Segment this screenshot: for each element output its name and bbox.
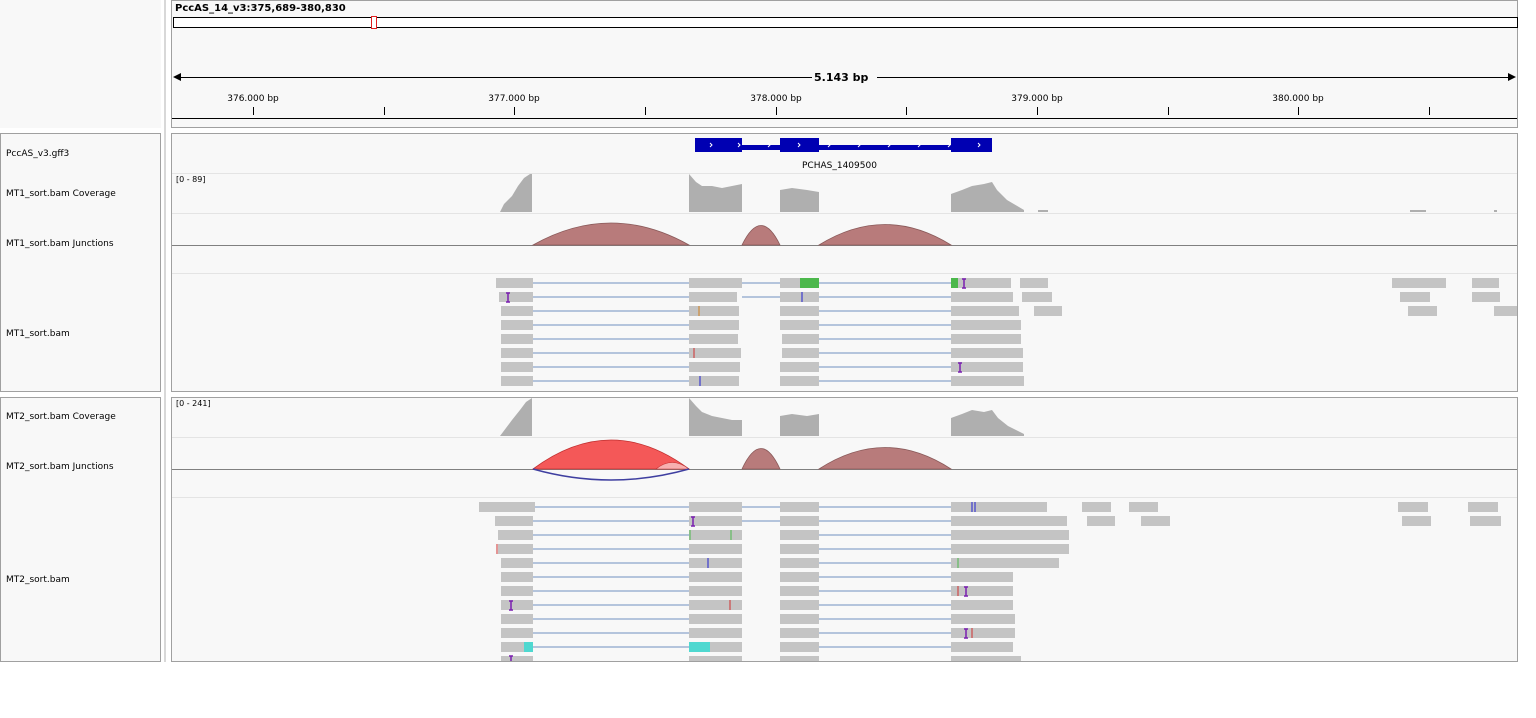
tick-label-377000: 377.000 bp: [488, 94, 540, 104]
junctions-mt2: [531, 439, 953, 481]
reads-mt1: [496, 278, 1517, 386]
data-panel-1[interactable]: PCHAS_1409500 [0 - 89]: [171, 133, 1518, 392]
locus-label: PccAS_14_v3:375,689-380,830: [175, 3, 346, 14]
ruler-baseline: [172, 118, 1517, 119]
current-region-marker[interactable]: [371, 16, 377, 29]
ruler-tick: [645, 107, 646, 115]
track-name-panel-2: MT2_sort.bam Coverage MT2_sort.bam Junct…: [0, 397, 161, 662]
junctions-mt1: [531, 222, 953, 246]
ruler-tick: [906, 107, 907, 115]
track-name-mt2-bam[interactable]: MT2_sort.bam: [6, 575, 70, 585]
panel-1-graphics: [172, 138, 1517, 386]
ruler-tick: [1429, 107, 1430, 115]
coverage-mt2: [500, 398, 1024, 436]
tick-label-380000: 380.000 bp: [1272, 94, 1324, 104]
tick-label-376000: 376.000 bp: [227, 94, 279, 104]
span-line-left: [176, 77, 812, 78]
track-name-mt2-junctions[interactable]: MT2_sort.bam Junctions: [6, 462, 114, 472]
ruler-tick: [514, 107, 515, 115]
reads-mt2: [479, 502, 1501, 661]
left-header-panel: [0, 0, 161, 128]
header-divider: [164, 0, 166, 662]
ruler-panel: PccAS_14_v3:375,689-380,830 5.143 bp 376…: [171, 0, 1518, 128]
data-panel-2[interactable]: [0 - 241]: [171, 397, 1518, 662]
track-name-mt2-coverage[interactable]: MT2_sort.bam Coverage: [6, 412, 116, 422]
coverage-range-mt2: [0 - 241]: [176, 399, 211, 408]
ruler-tick: [1037, 107, 1038, 115]
ruler-tick: [253, 107, 254, 115]
span-arrow-right-icon: [1508, 73, 1516, 81]
gene-feature-pchas-1409500[interactable]: [695, 138, 992, 152]
span-label: 5.143 bp: [814, 71, 869, 84]
track-name-mt1-bam[interactable]: MT1_sort.bam: [6, 329, 70, 339]
ruler-tick: [1168, 107, 1169, 115]
ruler-tick: [776, 107, 777, 115]
tick-label-379000: 379.000 bp: [1011, 94, 1063, 104]
span-line-right: [877, 77, 1513, 78]
track-name-mt1-junctions[interactable]: MT1_sort.bam Junctions: [6, 239, 114, 249]
track-name-panel-1: PccAS_v3.gff3 MT1_sort.bam Coverage MT1_…: [0, 133, 161, 392]
track-name-mt1-coverage[interactable]: MT1_sort.bam Coverage: [6, 189, 116, 199]
chromosome-ideogram[interactable]: [173, 17, 1518, 28]
span-arrow-left-icon: [173, 73, 181, 81]
tick-label-378000: 378.000 bp: [750, 94, 802, 104]
panel-2-graphics: [172, 398, 1517, 661]
gene-name-label: PCHAS_1409500: [802, 161, 877, 171]
ruler-tick: [1298, 107, 1299, 115]
track-name-gff[interactable]: PccAS_v3.gff3: [6, 149, 70, 159]
coverage-range-mt1: [0 - 89]: [176, 175, 206, 184]
ruler-tick: [384, 107, 385, 115]
coverage-mt1: [500, 174, 1497, 212]
